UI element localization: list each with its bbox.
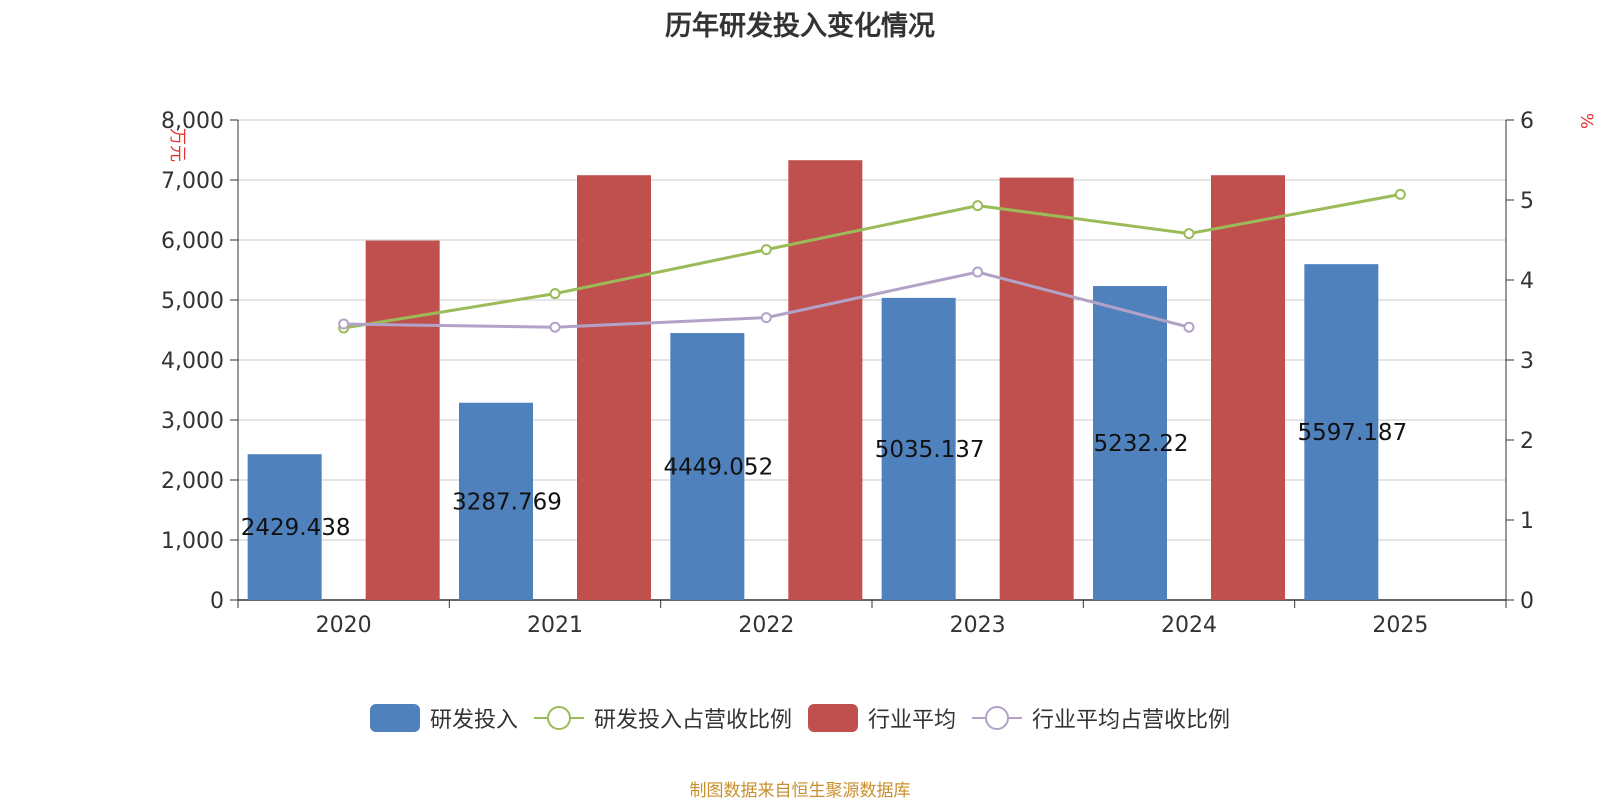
x-axis-tick-label: 2022 bbox=[738, 613, 794, 638]
data-label-rd-investment: 5597.187 bbox=[1297, 420, 1407, 446]
x-axis-tick-label: 2020 bbox=[316, 613, 372, 638]
bar-rd-investment bbox=[1093, 286, 1167, 600]
legend-swatch-industry-ratio bbox=[972, 704, 1023, 732]
bar-rd-investment bbox=[670, 333, 745, 600]
point-industry-ratio bbox=[972, 266, 984, 278]
point-rd-ratio bbox=[549, 288, 561, 300]
bar-industry-average bbox=[365, 240, 440, 600]
left-axis-tick-label: 7,000 bbox=[161, 169, 224, 194]
legend-label-rd-investment: 研发投入 bbox=[429, 708, 518, 733]
legend-label-rd-ratio: 研发投入占营收比例 bbox=[593, 708, 792, 733]
source-note: 制图数据来自恒生聚源数据库 bbox=[689, 781, 911, 801]
right-axis-tick-label: 3 bbox=[1520, 349, 1534, 374]
legend-item-industry-ratio[interactable]: 行业平均占营收比例 bbox=[972, 702, 1230, 734]
right-axis-tick-label: 2 bbox=[1520, 429, 1534, 454]
right-axis-tick-label: 4 bbox=[1520, 269, 1534, 294]
legend: 研发投入 研发投入占营收比例 行业平均 行业平均占营收比例 bbox=[0, 702, 1600, 734]
data-label-rd-investment: 3287.769 bbox=[452, 489, 562, 515]
point-rd-ratio bbox=[1394, 188, 1406, 200]
legend-item-industry-avg[interactable]: 行业平均 bbox=[808, 702, 956, 734]
left-axis-unit-label: 万元 bbox=[167, 128, 187, 162]
left-axis-tick-label: 1,000 bbox=[161, 529, 224, 554]
bar-rd-investment bbox=[459, 402, 533, 600]
left-axis-tick-label: 6,000 bbox=[161, 229, 224, 254]
bar-industry-average bbox=[999, 177, 1074, 600]
point-industry-ratio bbox=[760, 312, 772, 324]
legend-item-rd-investment[interactable]: 研发投入 bbox=[369, 702, 518, 734]
data-label-rd-investment: 2429.438 bbox=[241, 515, 351, 541]
right-axis-tick-label: 0 bbox=[1520, 589, 1534, 614]
point-rd-ratio bbox=[972, 200, 984, 212]
x-axis-tick-label: 2024 bbox=[1161, 613, 1217, 638]
left-axis-tick-label: 4,000 bbox=[161, 349, 224, 374]
legend-swatch-rd-investment bbox=[369, 704, 420, 732]
point-industry-ratio bbox=[1183, 321, 1195, 333]
left-axis-tick-label: 3,000 bbox=[161, 409, 224, 434]
data-label-rd-investment: 5232.22 bbox=[1093, 431, 1188, 457]
bar-industry-average bbox=[1211, 175, 1285, 600]
bar-rd-investment bbox=[881, 297, 956, 600]
legend-label-industry-avg: 行业平均 bbox=[868, 708, 957, 733]
bar-industry-average bbox=[788, 160, 863, 600]
x-axis-tick-label: 2021 bbox=[527, 613, 583, 638]
x-axis-tick-label: 2023 bbox=[950, 613, 1006, 638]
point-rd-ratio bbox=[760, 244, 772, 256]
right-axis-tick-label: 6 bbox=[1520, 109, 1534, 134]
chart-title: 历年研发投入变化情况 bbox=[665, 11, 935, 42]
right-axis-tick-label: 1 bbox=[1520, 509, 1534, 534]
right-axis-unit-label: % bbox=[1576, 113, 1596, 129]
line-rd-ratio bbox=[343, 192, 1401, 330]
data-label-rd-investment: 5035.137 bbox=[875, 437, 985, 463]
legend-item-rd-ratio[interactable]: 研发投入占营收比例 bbox=[533, 702, 792, 734]
legend-label-industry-ratio: 行业平均占营收比例 bbox=[1032, 708, 1231, 733]
left-axis-tick-label: 5,000 bbox=[161, 289, 224, 314]
point-industry-ratio bbox=[549, 321, 561, 333]
legend-swatch-industry-avg bbox=[808, 704, 858, 732]
right-axis-tick-label: 5 bbox=[1520, 189, 1534, 214]
left-axis-tick-label: 8,000 bbox=[161, 109, 224, 134]
x-axis-tick-label: 2025 bbox=[1372, 613, 1428, 638]
data-label-rd-investment: 4449.052 bbox=[663, 455, 773, 481]
legend-swatch-rd-ratio bbox=[533, 704, 584, 732]
bar-rd-investment bbox=[1304, 264, 1379, 600]
point-rd-ratio bbox=[1183, 228, 1195, 240]
left-axis-tick-label: 2,000 bbox=[161, 469, 224, 494]
point-industry-ratio bbox=[338, 318, 350, 330]
left-axis-tick-label: 0 bbox=[210, 589, 224, 614]
bar-rd-investment bbox=[247, 454, 322, 600]
bar-industry-average bbox=[577, 175, 651, 600]
